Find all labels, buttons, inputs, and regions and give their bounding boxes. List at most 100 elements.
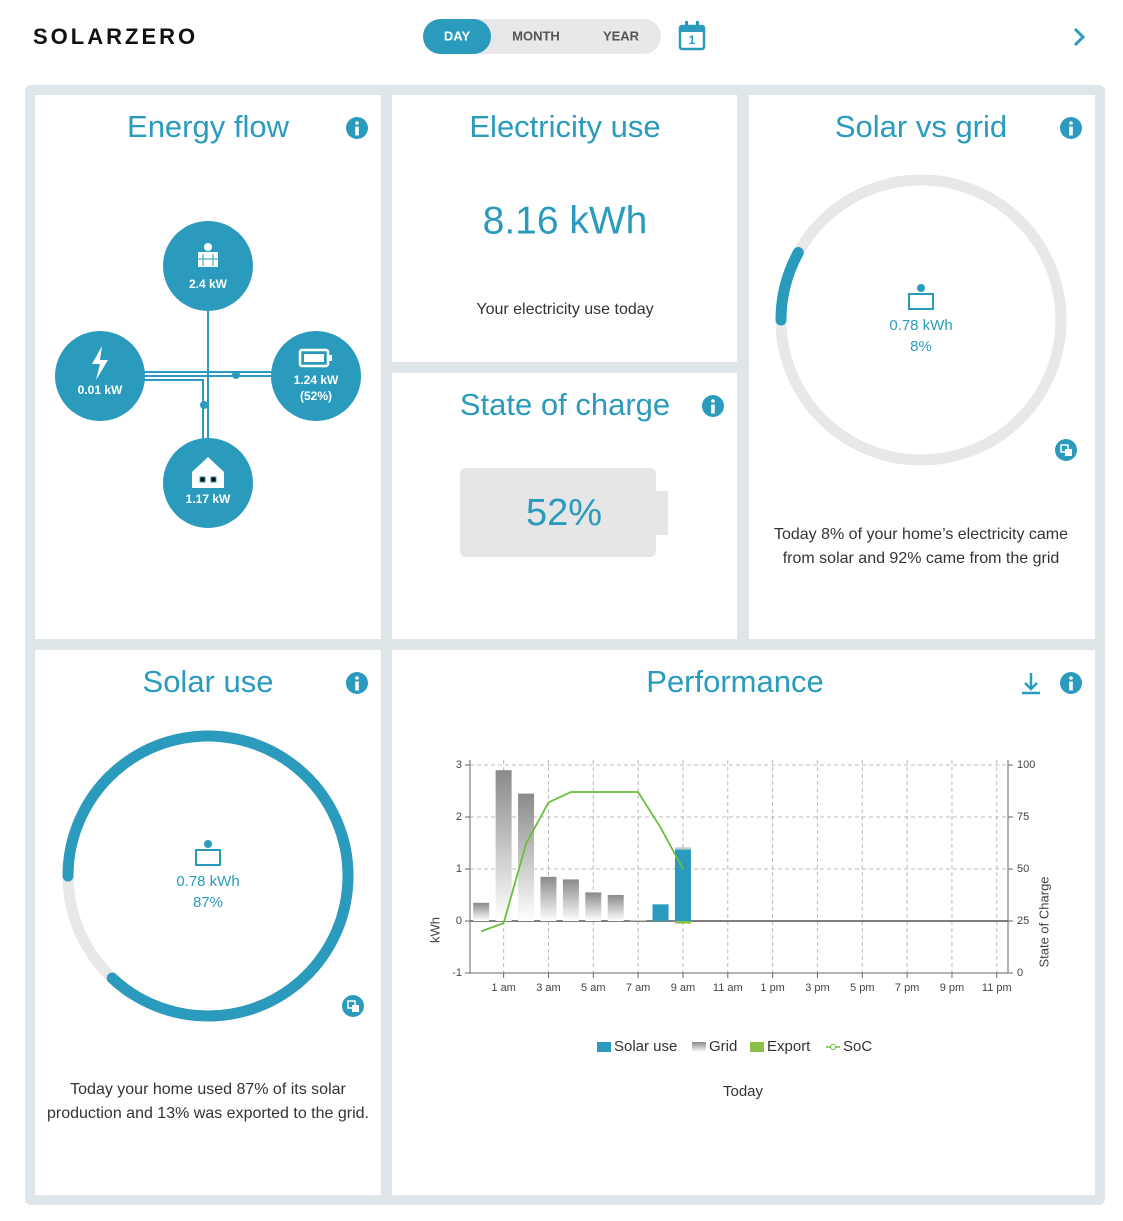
- soc-value: 52%: [526, 492, 602, 534]
- expand-square: [352, 1005, 359, 1012]
- panel-title: Electricity use: [469, 109, 660, 144]
- ring-energy: 0.78 kWh: [889, 317, 952, 334]
- panel-title: State of charge: [460, 387, 670, 422]
- next-button[interactable]: [1073, 27, 1086, 47]
- tab[interactable]: DAY: [444, 28, 471, 43]
- tab[interactable]: MONTH: [512, 28, 560, 43]
- bar: [674, 847, 691, 850]
- battery-node: [271, 331, 361, 421]
- x-tick-label: 3 pm: [805, 982, 829, 994]
- bar: [607, 895, 624, 921]
- download-button[interactable]: [1022, 673, 1040, 695]
- info-button[interactable]: [1060, 117, 1082, 139]
- usage-value: 8.16 kWh: [483, 199, 648, 242]
- y2-tick-label: 50: [1017, 863, 1029, 875]
- info-stem: [355, 126, 359, 136]
- solar-icon-sun: [204, 840, 212, 848]
- flow-lines: [140, 300, 280, 450]
- bar: [518, 793, 535, 921]
- info-dot: [1069, 121, 1073, 125]
- battery-body: [460, 468, 656, 557]
- info-dot: [355, 676, 359, 680]
- ring-arc: [775, 247, 804, 326]
- info-dot: [355, 121, 359, 125]
- info-dot: [711, 399, 715, 403]
- bar: [473, 902, 490, 921]
- legend-label[interactable]: SoC: [843, 1038, 872, 1055]
- flow-dot: [200, 401, 208, 409]
- bar: [652, 904, 669, 921]
- calendar-day: 1: [689, 33, 696, 47]
- panel-title: Solar use: [143, 664, 274, 699]
- x-tick-label: 9 am: [671, 982, 695, 994]
- legend-label[interactable]: Solar use: [614, 1038, 677, 1055]
- info-stem: [1069, 681, 1073, 691]
- panel-title: Energy flow: [127, 109, 290, 144]
- info-button[interactable]: [1060, 672, 1082, 694]
- panel: [392, 95, 737, 362]
- bar: [585, 892, 602, 921]
- x-tick-label: 11 pm: [982, 982, 1012, 994]
- solar-icon: [195, 849, 221, 866]
- solar-icon-sun: [917, 284, 925, 292]
- panel: [392, 650, 1095, 1195]
- tab-active: [423, 19, 491, 54]
- flow-dot: [232, 371, 240, 379]
- expand-button[interactable]: [1055, 439, 1077, 461]
- y2-tick-label: 75: [1017, 811, 1029, 823]
- info-stem: [711, 404, 715, 414]
- panel-title: Performance: [646, 664, 823, 699]
- panel: [749, 95, 1095, 639]
- bar: [562, 879, 579, 921]
- legend-swatch: [692, 1042, 706, 1052]
- legend-swatch: [830, 1044, 836, 1050]
- y-tick-label: 0: [456, 915, 462, 927]
- panel-title: Solar vs grid: [835, 109, 1007, 144]
- ring-percent: 87%: [193, 894, 223, 911]
- y-axis-label: kWh: [427, 917, 442, 943]
- expand-square: [347, 1000, 356, 1009]
- x-axis-label: Today: [723, 1083, 764, 1100]
- info-button[interactable]: [346, 672, 368, 694]
- y2-tick-label: 25: [1017, 915, 1029, 927]
- node-label: 1.17 kW: [186, 492, 231, 506]
- y2-tick-label: 0: [1017, 967, 1023, 979]
- solar-icon: [908, 293, 934, 310]
- caption: Today your home used 87% of its solar: [70, 1081, 346, 1098]
- legend-label[interactable]: Export: [767, 1038, 811, 1055]
- y-tick-label: 2: [456, 811, 462, 823]
- y-tick-label: 1: [456, 863, 462, 875]
- y2-tick-label: 100: [1017, 759, 1035, 771]
- bar: [674, 921, 691, 924]
- legend-swatch: [750, 1042, 764, 1052]
- x-tick-label: 7 pm: [895, 982, 919, 994]
- ring-energy: 0.78 kWh: [176, 873, 239, 890]
- calendar-button[interactable]: 1: [678, 21, 706, 51]
- x-tick-label: 7 am: [626, 982, 650, 994]
- y-tick-label: -1: [452, 967, 462, 979]
- legend-label[interactable]: Grid: [709, 1038, 737, 1055]
- info-dot: [1069, 676, 1073, 680]
- battery-tip: [656, 491, 668, 535]
- legend-swatch: [597, 1042, 611, 1052]
- x-tick-label: 11 am: [713, 982, 743, 994]
- expand-button[interactable]: [342, 995, 364, 1017]
- tab[interactable]: YEAR: [603, 28, 640, 43]
- bar: [674, 849, 691, 921]
- caption: Your electricity use today: [476, 301, 653, 318]
- node-label: 0.01 kW: [78, 383, 123, 397]
- expand-square: [1065, 449, 1072, 456]
- x-tick-label: 3 am: [536, 982, 560, 994]
- x-tick-label: 1 am: [491, 982, 515, 994]
- bar: [630, 919, 647, 921]
- caption: production and 13% was exported to the g…: [47, 1105, 369, 1122]
- soc-line: [480, 791, 684, 933]
- info-button[interactable]: [702, 395, 724, 417]
- logo: SOLARZERO: [33, 24, 198, 49]
- x-tick-label: 5 am: [581, 982, 605, 994]
- node-label: 2.4 kW: [189, 277, 228, 291]
- ring-percent: 8%: [910, 338, 932, 355]
- info-button[interactable]: [346, 117, 368, 139]
